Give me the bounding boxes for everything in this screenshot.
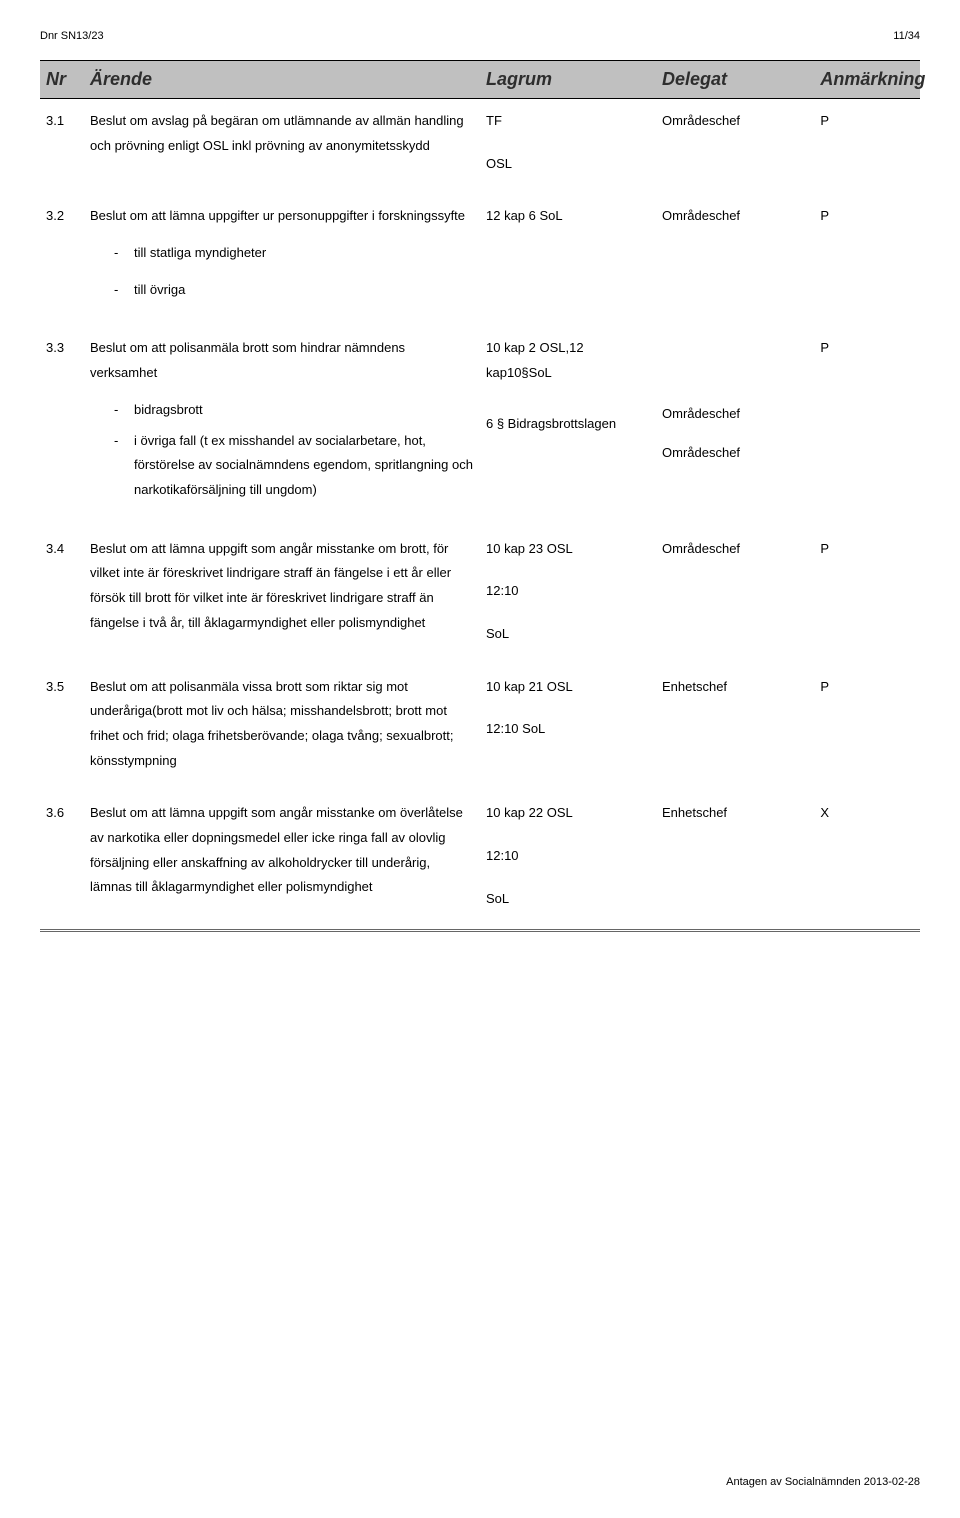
lagrum-line: 6 § Bidragsbrottslagen <box>486 412 650 437</box>
lagrum-line: 12:10 <box>486 579 650 604</box>
table-row: 3.2 Beslut om att lämna uppgifter ur per… <box>40 194 920 326</box>
col-anm: Anmärkning <box>814 61 920 99</box>
table-row: 3.5 Beslut om att polisanmäla vissa brot… <box>40 665 920 792</box>
cell-lagrum: 10 kap 21 OSL 12:10 SoL <box>480 665 656 792</box>
lagrum-line: SoL <box>486 622 650 647</box>
page-footer: Antagen av Socialnämnden 2013-02-28 <box>726 1476 920 1488</box>
cell-delegat: Områdeschef Områdeschef <box>656 326 814 526</box>
cell-lagrum: 10 kap 23 OSL 12:10 SoL <box>480 527 656 665</box>
cell-lagrum: 12 kap 6 SoL <box>480 194 656 326</box>
lagrum-line: 10 kap 22 OSL <box>486 801 650 826</box>
sub-list: bidragsbrott i övriga fall (t ex misshan… <box>90 398 474 503</box>
sub-list: till statliga myndigheter <box>90 241 474 266</box>
list-item: till övriga <box>114 278 474 303</box>
cell-delegat: Områdeschef <box>656 527 814 665</box>
cell-anm: P <box>814 527 920 665</box>
cell-delegat: Områdeschef <box>656 99 814 195</box>
header-right: 11/34 <box>893 30 920 42</box>
lagrum-line: 12:10 <box>486 844 650 869</box>
cell-anm: P <box>814 326 920 526</box>
delegat-line: Områdeschef <box>662 402 808 427</box>
col-arende: Ärende <box>84 61 480 99</box>
cell-lagrum: 10 kap 22 OSL 12:10 SoL <box>480 791 656 931</box>
table-row: 3.3 Beslut om att polisanmäla brott som … <box>40 326 920 526</box>
cell-nr: 3.5 <box>40 665 84 792</box>
cell-nr: 3.1 <box>40 99 84 195</box>
cell-nr: 3.2 <box>40 194 84 326</box>
table-header-row: Nr Ärende Lagrum Delegat Anmärkning <box>40 61 920 99</box>
cell-arende: Beslut om att lämna uppgift som angår mi… <box>84 527 480 665</box>
cell-anm: X <box>814 791 920 931</box>
lagrum-line: 10 kap 23 OSL <box>486 537 650 562</box>
col-delegat: Delegat <box>656 61 814 99</box>
cell-nr: 3.3 <box>40 326 84 526</box>
lagrum-line: TF <box>486 109 650 134</box>
arende-text: Beslut om att polisanmäla brott som hind… <box>90 340 405 380</box>
table-row: 3.1 Beslut om avslag på begäran om utläm… <box>40 99 920 195</box>
lagrum-line: SoL <box>486 887 650 912</box>
delegat-line: Områdeschef <box>662 441 808 466</box>
cell-anm: P <box>814 99 920 195</box>
sub-list: till övriga <box>90 278 474 303</box>
list-item: bidragsbrott <box>114 398 474 423</box>
cell-arende: Beslut om att polisanmäla vissa brott so… <box>84 665 480 792</box>
cell-arende: Beslut om avslag på begäran om utlämnand… <box>84 99 480 195</box>
cell-lagrum: TF OSL <box>480 99 656 195</box>
cell-anm: P <box>814 194 920 326</box>
page-header: Dnr SN13/23 11/34 <box>40 30 920 42</box>
col-nr: Nr <box>40 61 84 99</box>
list-item: till statliga myndigheter <box>114 241 474 266</box>
cell-arende: Beslut om att polisanmäla brott som hind… <box>84 326 480 526</box>
header-left: Dnr SN13/23 <box>40 30 104 42</box>
col-lagrum: Lagrum <box>480 61 656 99</box>
cell-arende: Beslut om att lämna uppgifter ur personu… <box>84 194 480 326</box>
cell-lagrum: 10 kap 2 OSL,12 kap10§SoL 6 § Bidragsbro… <box>480 326 656 526</box>
cell-nr: 3.4 <box>40 527 84 665</box>
cell-nr: 3.6 <box>40 791 84 931</box>
arende-text: Beslut om att lämna uppgifter ur personu… <box>90 208 465 223</box>
cell-anm: P <box>814 665 920 792</box>
delegation-table: Nr Ärende Lagrum Delegat Anmärkning 3.1 … <box>40 60 920 932</box>
cell-delegat: Enhetschef <box>656 665 814 792</box>
lagrum-line: 12:10 SoL <box>486 717 650 742</box>
cell-delegat: Enhetschef <box>656 791 814 931</box>
table-row: 3.6 Beslut om att lämna uppgift som angå… <box>40 791 920 931</box>
cell-arende: Beslut om att lämna uppgift som angår mi… <box>84 791 480 931</box>
table-row: 3.4 Beslut om att lämna uppgift som angå… <box>40 527 920 665</box>
page: Dnr SN13/23 11/34 Nr Ärende Lagrum Deleg… <box>0 0 960 1518</box>
list-item: i övriga fall (t ex misshandel av social… <box>114 429 474 503</box>
lagrum-line: OSL <box>486 152 650 177</box>
cell-delegat: Områdeschef <box>656 194 814 326</box>
lagrum-line: 10 kap 2 OSL,12 kap10§SoL <box>486 336 650 385</box>
lagrum-line: 10 kap 21 OSL <box>486 675 650 700</box>
